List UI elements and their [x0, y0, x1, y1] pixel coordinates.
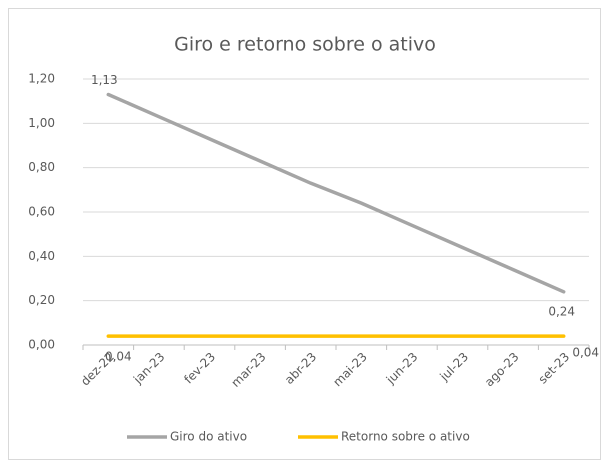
y-tick-label: 0,40	[28, 249, 55, 263]
y-tick-label: 1,20	[28, 72, 55, 86]
chart-border	[8, 8, 601, 460]
y-tick-label: 0,20	[28, 293, 55, 307]
series-line	[106, 92, 566, 294]
data-label: 1,13	[91, 73, 118, 87]
y-tick-label: 0,60	[28, 205, 55, 219]
legend-label: Retorno sobre o ativo	[341, 430, 470, 444]
chart-title: Giro e retorno sobre o ativo	[174, 34, 436, 56]
y-tick-label: 0,00	[28, 338, 55, 352]
data-label: 0,24	[548, 304, 575, 318]
data-label: 0,04	[105, 350, 132, 364]
data-label: 0,04	[572, 346, 599, 360]
legend-label: Giro do ativo	[170, 430, 247, 444]
y-tick-label: 1,00	[28, 116, 55, 130]
y-tick-label: 0,80	[28, 160, 55, 174]
